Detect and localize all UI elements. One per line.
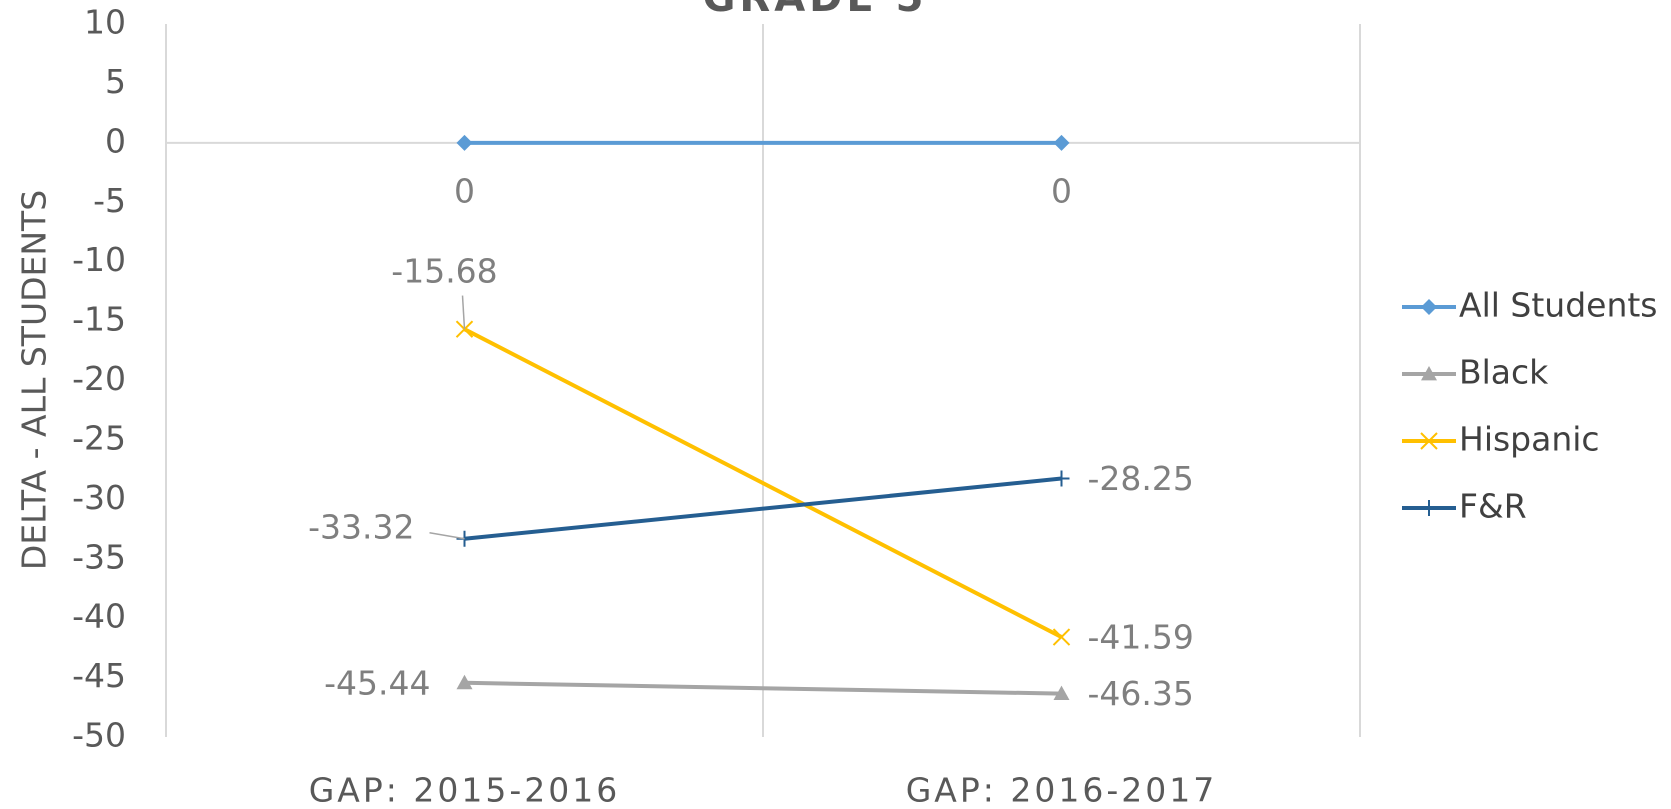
y-tick-label: 5 bbox=[105, 62, 126, 101]
data-label: -41.59 bbox=[1088, 618, 1194, 657]
series-line bbox=[463, 327, 1063, 639]
legend-label: Hispanic bbox=[1459, 420, 1600, 459]
marker bbox=[456, 134, 473, 151]
marker bbox=[1053, 134, 1070, 151]
y-tick-label: -20 bbox=[72, 359, 126, 398]
y-tick-label: -15 bbox=[72, 300, 126, 339]
leader-line bbox=[461, 295, 466, 330]
marker bbox=[1053, 685, 1070, 701]
data-label: -15.68 bbox=[391, 252, 497, 291]
y-tick-label: -25 bbox=[72, 418, 126, 457]
data-label: 0 bbox=[454, 171, 475, 210]
y-tick-label: 10 bbox=[84, 3, 126, 42]
y-tick-label: -40 bbox=[72, 597, 126, 636]
legend-label: Black bbox=[1459, 353, 1549, 392]
y-tick-label: -10 bbox=[72, 240, 126, 279]
data-label: -33.32 bbox=[308, 507, 414, 546]
marker bbox=[1053, 470, 1070, 487]
data-label: -46.35 bbox=[1088, 674, 1194, 713]
x-tick-label: GAP: 2016-2017 bbox=[906, 771, 1218, 809]
y-tick-label: -5 bbox=[93, 181, 126, 220]
marker bbox=[1421, 500, 1437, 516]
marker bbox=[1420, 432, 1438, 450]
marker bbox=[456, 674, 473, 690]
leader-line bbox=[429, 532, 465, 540]
series-line bbox=[464, 476, 1062, 541]
data-label: -45.44 bbox=[324, 663, 430, 702]
y-tick-label: 0 bbox=[105, 121, 126, 160]
series-line bbox=[464, 680, 1062, 696]
legend-label: F&R bbox=[1459, 487, 1527, 526]
y-tick-label: -35 bbox=[72, 537, 126, 576]
marker bbox=[1421, 299, 1437, 315]
data-label: -28.25 bbox=[1088, 459, 1194, 498]
legend-label: All Students bbox=[1459, 286, 1658, 325]
y-axis-label: DELTA - ALL STUDENTS bbox=[15, 190, 54, 570]
y-tick-label: -30 bbox=[72, 478, 126, 517]
chart-title: GRADE 5 bbox=[703, 0, 928, 21]
data-label: 0 bbox=[1051, 171, 1072, 210]
marker bbox=[1052, 628, 1071, 646]
x-tick-label: GAP: 2015-2016 bbox=[309, 771, 621, 809]
marker bbox=[1421, 366, 1437, 381]
y-tick-label: -50 bbox=[72, 716, 126, 755]
y-tick-label: -45 bbox=[72, 656, 126, 695]
